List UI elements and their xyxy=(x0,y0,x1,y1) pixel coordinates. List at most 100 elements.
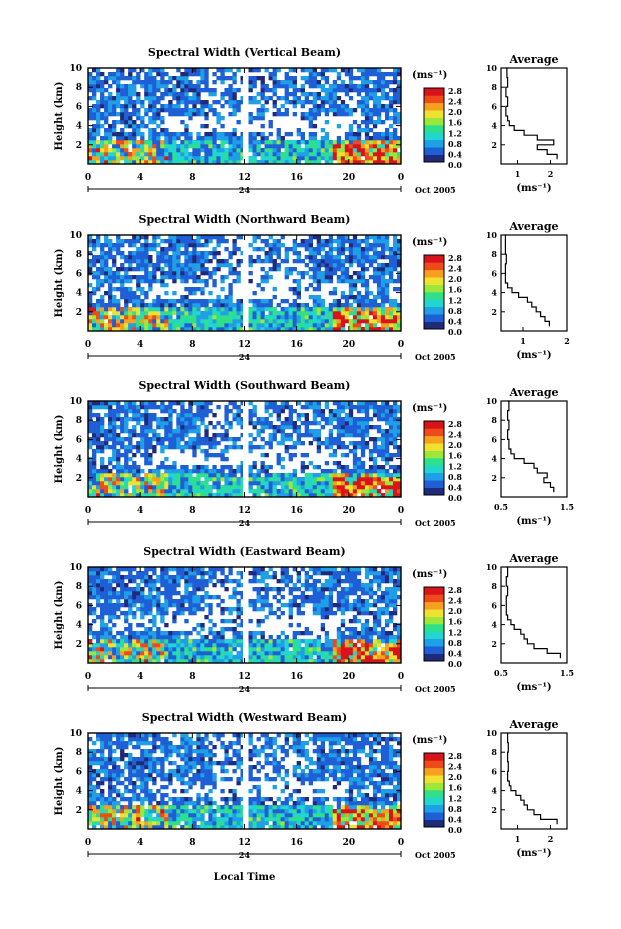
heatmap-cell xyxy=(108,635,113,640)
heatmap-cell xyxy=(204,327,209,332)
heatmap-cell xyxy=(392,239,398,244)
heatmap-cell xyxy=(124,319,129,324)
heatmap-cell xyxy=(164,489,169,494)
heatmap-cell xyxy=(160,445,165,450)
heatmap-cell xyxy=(212,136,217,141)
heatmap-cell xyxy=(104,603,109,608)
heatmap-cell xyxy=(240,485,245,490)
heatmap-cell xyxy=(236,603,241,608)
heatmap-cell xyxy=(224,575,229,580)
heatmap-cell xyxy=(144,267,149,272)
heatmap-cell xyxy=(340,425,346,430)
avg-y-tick-label: 6 xyxy=(491,434,497,444)
heatmap-cell xyxy=(256,132,261,137)
heatmap-cell xyxy=(384,437,390,442)
heatmap-cell xyxy=(120,591,125,596)
heatmap-cell xyxy=(216,433,221,438)
heatmap-cell xyxy=(128,481,133,486)
heatmap-cell xyxy=(348,152,354,157)
heatmap-cell xyxy=(128,591,133,596)
heatmap-cell xyxy=(280,405,285,410)
heatmap-cell xyxy=(312,493,318,498)
colorbar-frame xyxy=(423,254,445,330)
heatmap-cell xyxy=(184,311,189,316)
heatmap-cell xyxy=(312,152,318,157)
heatmap-cell xyxy=(280,481,285,486)
heatmap-cell xyxy=(128,68,133,73)
heatmap-cell xyxy=(204,315,209,320)
colorbar-segment xyxy=(424,154,444,163)
heatmap-cell xyxy=(140,401,145,406)
heatmap-cell xyxy=(332,303,338,308)
heatmap-cell xyxy=(140,623,145,628)
heatmap-cell xyxy=(260,599,265,604)
heatmap-cell xyxy=(344,72,350,77)
heatmap-cell xyxy=(396,144,402,149)
y-tick-label: 2 xyxy=(76,308,82,318)
heatmap-cell xyxy=(108,425,113,430)
heatmap-cell xyxy=(372,92,378,97)
heatmap-cell xyxy=(92,477,97,482)
heatmap-cell xyxy=(124,409,129,414)
heatmap-cell xyxy=(300,315,305,320)
avg-y-tick-label: 2 xyxy=(491,307,497,317)
heatmap-cell xyxy=(284,425,289,430)
heatmap-cell xyxy=(284,315,289,320)
heatmap-cell xyxy=(136,80,141,85)
heatmap-cell xyxy=(376,243,382,248)
heatmap-cell xyxy=(168,583,173,588)
heatmap-cell xyxy=(184,327,189,332)
heatmap-cell xyxy=(220,489,225,494)
x-tick-label: 0 xyxy=(85,340,91,350)
heatmap-cell xyxy=(260,639,265,644)
heatmap-cell xyxy=(144,611,149,616)
heatmap-cell xyxy=(376,493,382,498)
heatmap-cell xyxy=(176,631,181,636)
heatmap-cell xyxy=(228,148,233,153)
heatmap-cell xyxy=(252,327,257,332)
heatmap-cell xyxy=(168,267,173,272)
heatmap-cell xyxy=(136,315,141,320)
heatmap-cell xyxy=(216,68,221,73)
heatmap-cell xyxy=(228,647,233,652)
heatmap-cell xyxy=(340,275,346,280)
y-tick-label: 8 xyxy=(76,416,82,426)
heatmap-cell xyxy=(204,437,209,442)
heatmap-cell xyxy=(348,327,354,332)
heatmap-cell xyxy=(376,417,382,422)
heatmap-cell xyxy=(272,104,277,109)
heatmap-cell xyxy=(216,76,221,81)
heatmap-cell xyxy=(280,311,285,316)
heatmap-cell xyxy=(180,267,185,272)
heatmap-cell xyxy=(176,132,181,137)
heatmap-cell xyxy=(204,465,209,470)
heatmap-cell xyxy=(88,76,93,81)
heatmap-cell xyxy=(96,108,101,113)
heatmap-cell xyxy=(140,100,145,105)
heatmap-cell xyxy=(264,251,269,256)
heatmap-cell xyxy=(136,591,141,596)
heatmap-cell xyxy=(120,295,125,300)
heatmap-cell xyxy=(364,96,370,101)
heatmap-cell xyxy=(264,595,269,600)
heatmap-cell xyxy=(336,433,342,438)
heatmap-cell xyxy=(152,405,157,410)
heatmap-cell xyxy=(156,279,161,284)
heatmap-cell xyxy=(348,76,354,81)
heatmap-cell xyxy=(108,267,113,272)
heatmap-cell xyxy=(352,477,358,482)
heatmap-cell xyxy=(372,144,378,149)
heatmap-cell xyxy=(168,307,173,312)
heatmap-cell xyxy=(104,263,109,268)
heatmap-cell xyxy=(144,489,149,494)
heatmap-cell xyxy=(216,259,221,264)
heatmap-cell xyxy=(236,469,241,474)
avg-y-tick-label: 2 xyxy=(491,140,497,150)
heatmap-cell xyxy=(188,299,193,304)
heatmap-cell xyxy=(304,239,309,244)
heatmap-cell xyxy=(364,279,370,284)
heatmap-cell xyxy=(188,631,193,636)
heatmap-cell xyxy=(272,80,277,85)
heatmap-cell xyxy=(212,140,217,145)
heatmap-cell xyxy=(392,421,398,426)
